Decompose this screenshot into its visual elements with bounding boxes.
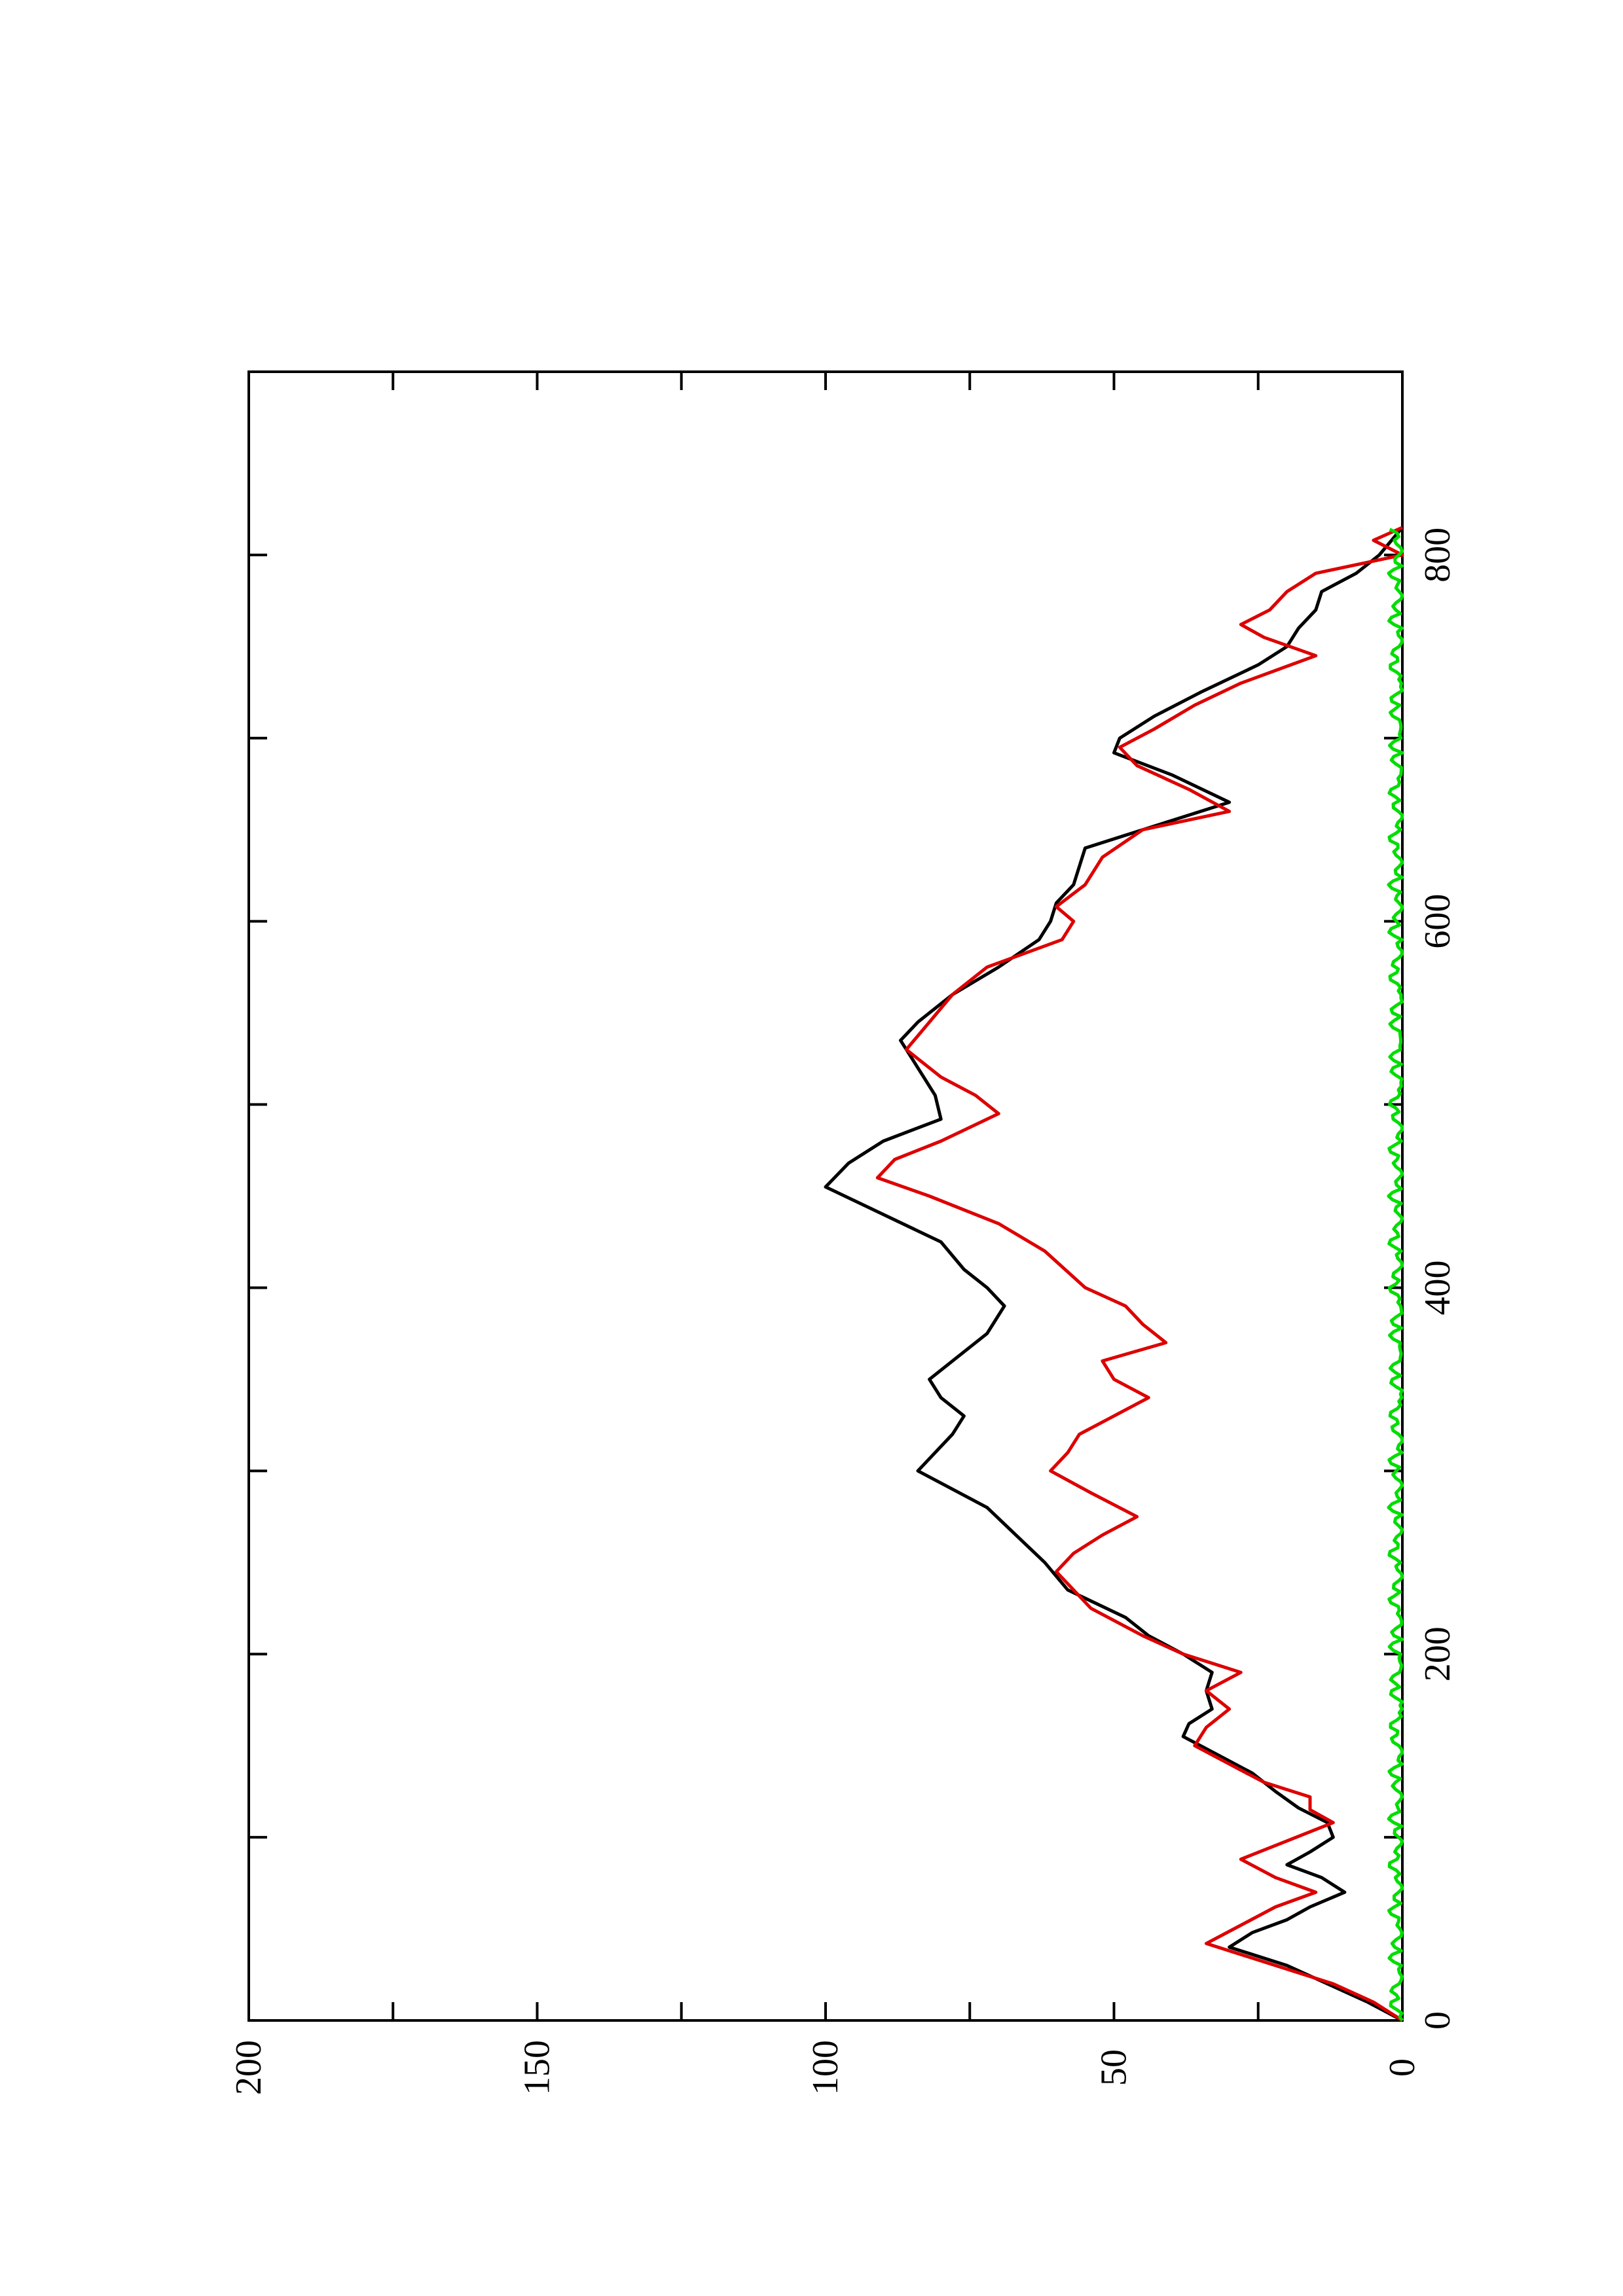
y-tick-label: 200 (228, 2040, 269, 2095)
y-tick-label: 100 (805, 2040, 846, 2095)
plot-area: 0 200 400 600 800 0 50 100 150 200 (228, 370, 1458, 2095)
y-tick-label: 50 (1094, 2049, 1135, 2086)
x-tick-label: 600 (1417, 894, 1458, 949)
x-tick-label: 0 (1417, 2011, 1458, 2030)
y-tick-label: 0 (1382, 2058, 1423, 2077)
series-line-1 (824, 526, 1404, 2022)
x-tick-label: 800 (1417, 528, 1458, 583)
series-line-3 (1387, 528, 1404, 2022)
x-tick-label: 400 (1417, 1260, 1458, 1315)
series-line-2 (875, 526, 1404, 2022)
y-tick-label: 150 (517, 2040, 558, 2095)
x-tick-label: 200 (1417, 1626, 1458, 1681)
